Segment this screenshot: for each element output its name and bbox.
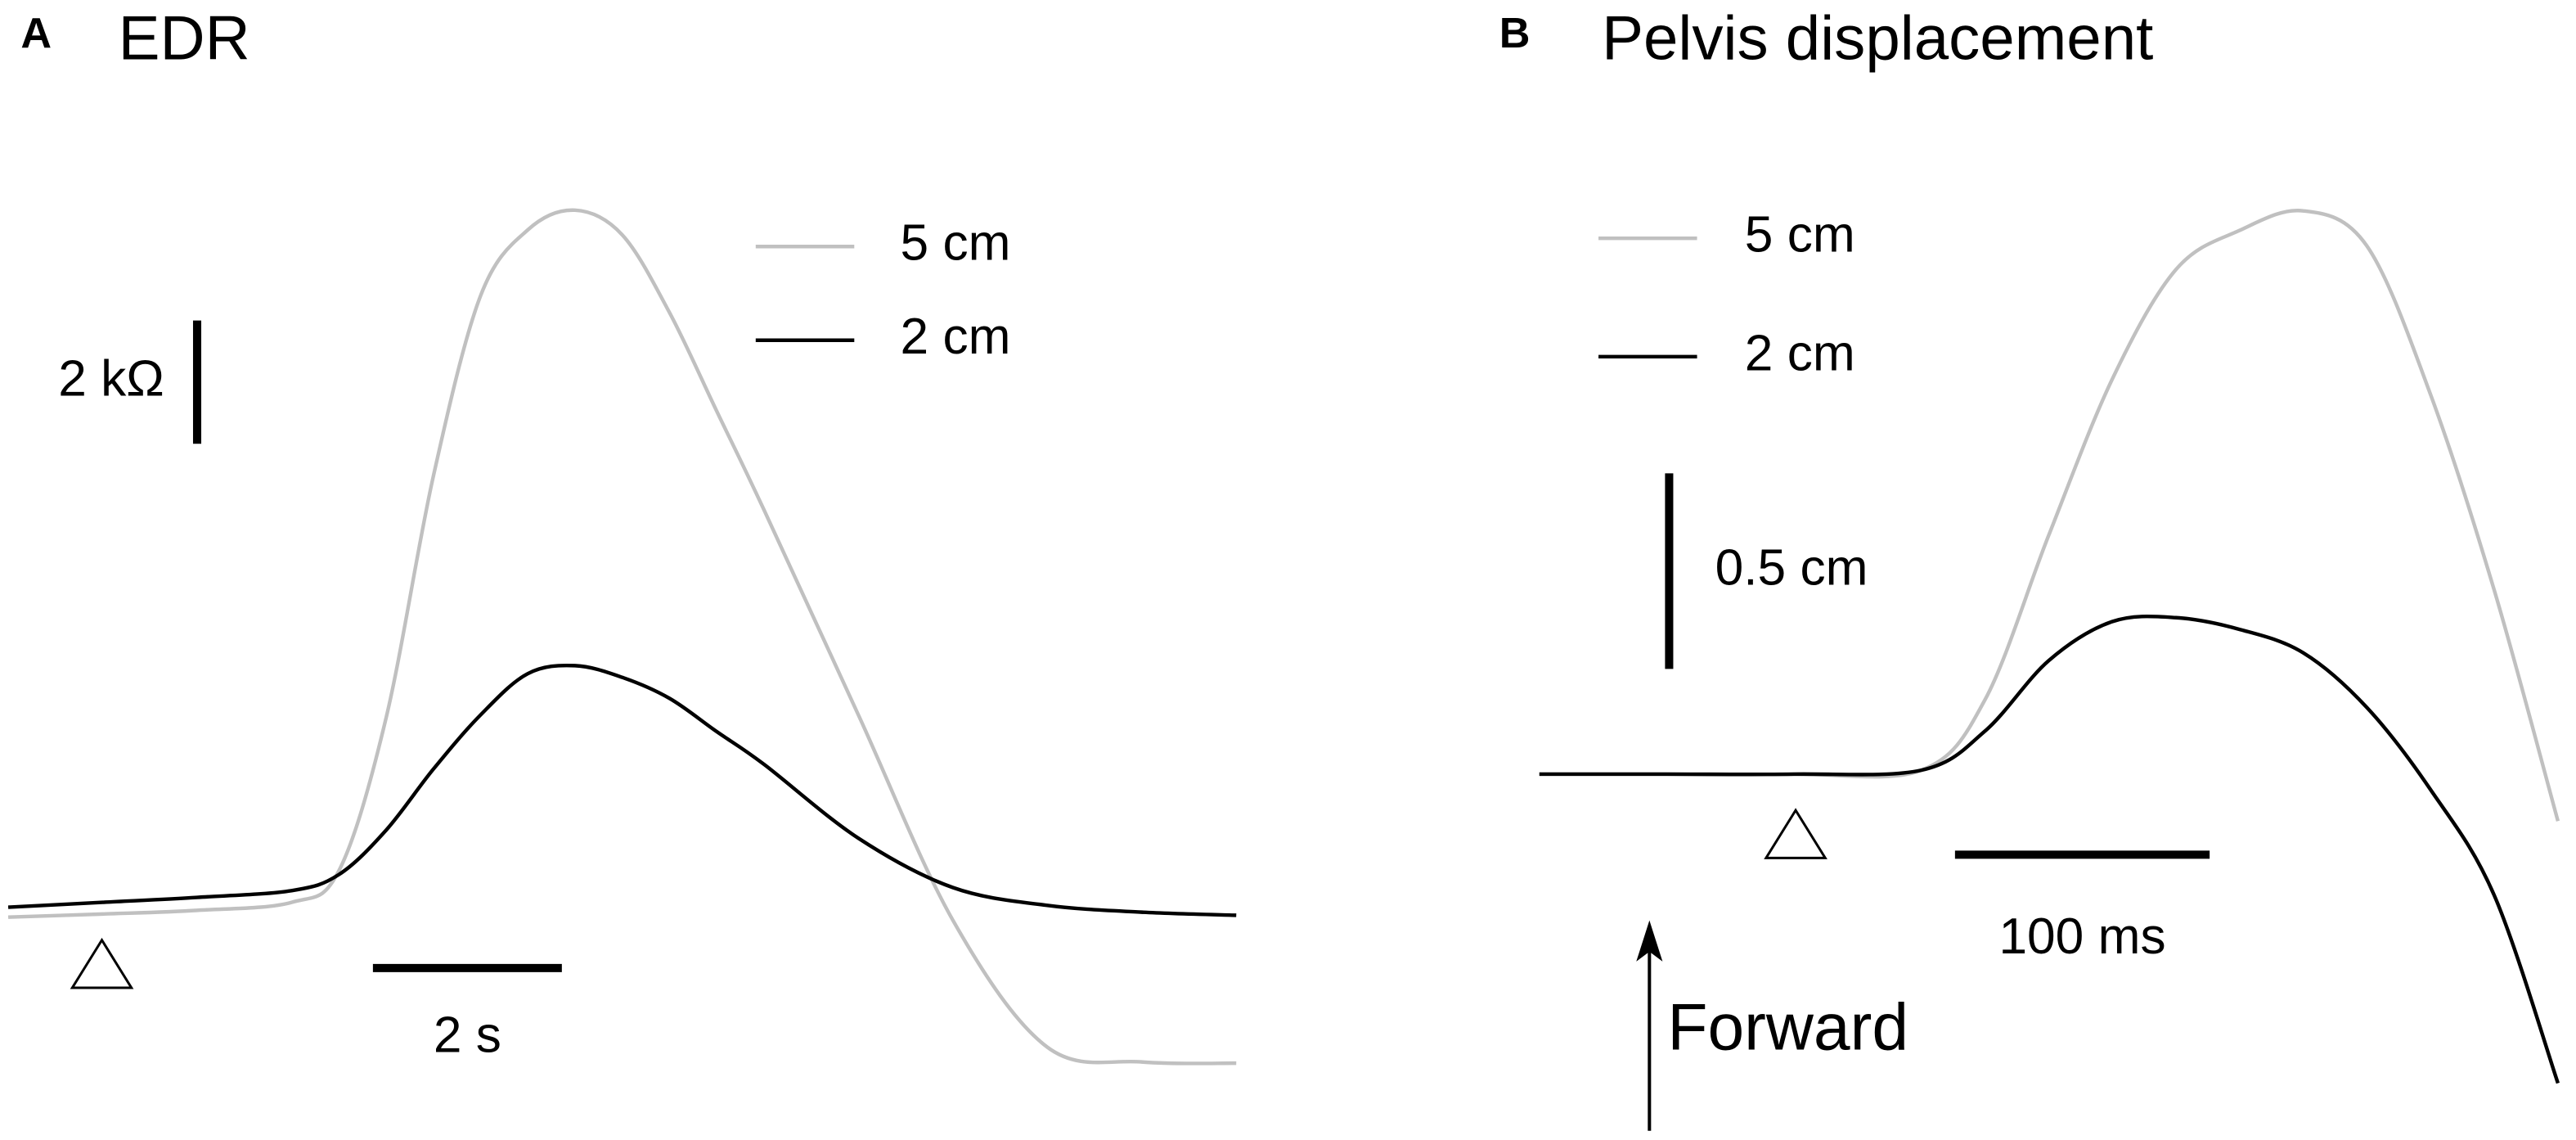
scale-bar-label: 2 kΩ	[58, 350, 164, 407]
legend-label: 5 cm	[901, 215, 1011, 272]
legend-label: 2 cm	[901, 309, 1011, 365]
legend-label: 2 cm	[1745, 325, 1855, 381]
panel-letter: A	[20, 10, 52, 57]
panel-title: Pelvis displacement	[1602, 3, 2153, 73]
scale-bar-label: 2 s	[434, 1007, 501, 1064]
stimulus-marker	[70, 937, 134, 989]
annotation: Forward	[1667, 990, 1908, 1064]
forward-arrowhead	[1636, 920, 1663, 962]
legend-label: 5 cm	[1745, 207, 1855, 264]
panel-letter: B	[1499, 10, 1531, 57]
trace	[1539, 209, 2560, 822]
trace	[1539, 614, 2560, 1084]
trace	[7, 208, 1237, 1066]
panel-title: EDR	[119, 3, 250, 73]
scale-bar-label: 0.5 cm	[1715, 539, 1868, 596]
trace	[7, 663, 1237, 917]
stimulus-marker	[1764, 808, 1827, 859]
scale-bar-label: 100 ms	[1998, 908, 2165, 965]
